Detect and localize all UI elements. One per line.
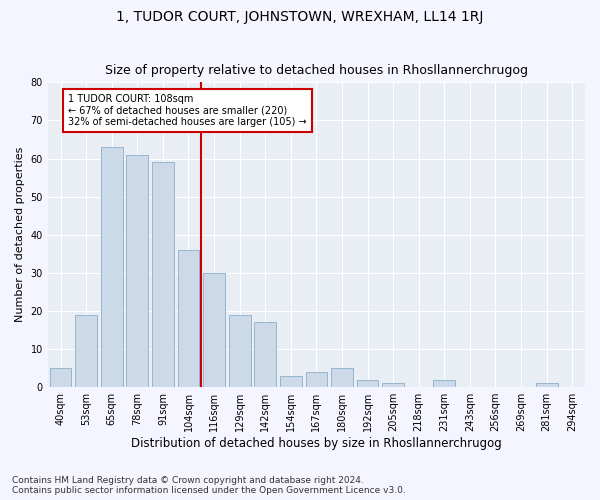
Bar bbox=[101, 147, 122, 387]
Text: 1, TUDOR COURT, JOHNSTOWN, WREXHAM, LL14 1RJ: 1, TUDOR COURT, JOHNSTOWN, WREXHAM, LL14… bbox=[116, 10, 484, 24]
Title: Size of property relative to detached houses in Rhosllannerchrugog: Size of property relative to detached ho… bbox=[105, 64, 528, 77]
Bar bbox=[229, 315, 251, 387]
Bar bbox=[382, 384, 404, 387]
Bar bbox=[331, 368, 353, 387]
Bar bbox=[356, 380, 379, 387]
Bar bbox=[536, 384, 557, 387]
Bar bbox=[50, 368, 71, 387]
Bar bbox=[305, 372, 327, 387]
Bar bbox=[254, 322, 276, 387]
Bar bbox=[203, 273, 225, 387]
Bar bbox=[433, 380, 455, 387]
Text: Contains HM Land Registry data © Crown copyright and database right 2024.
Contai: Contains HM Land Registry data © Crown c… bbox=[12, 476, 406, 495]
X-axis label: Distribution of detached houses by size in Rhosllannerchrugog: Distribution of detached houses by size … bbox=[131, 437, 502, 450]
Bar bbox=[280, 376, 302, 387]
Y-axis label: Number of detached properties: Number of detached properties bbox=[15, 147, 25, 322]
Bar bbox=[152, 162, 174, 387]
Bar bbox=[75, 315, 97, 387]
Text: 1 TUDOR COURT: 108sqm
← 67% of detached houses are smaller (220)
32% of semi-det: 1 TUDOR COURT: 108sqm ← 67% of detached … bbox=[68, 94, 307, 127]
Bar bbox=[127, 154, 148, 387]
Bar bbox=[178, 250, 199, 387]
